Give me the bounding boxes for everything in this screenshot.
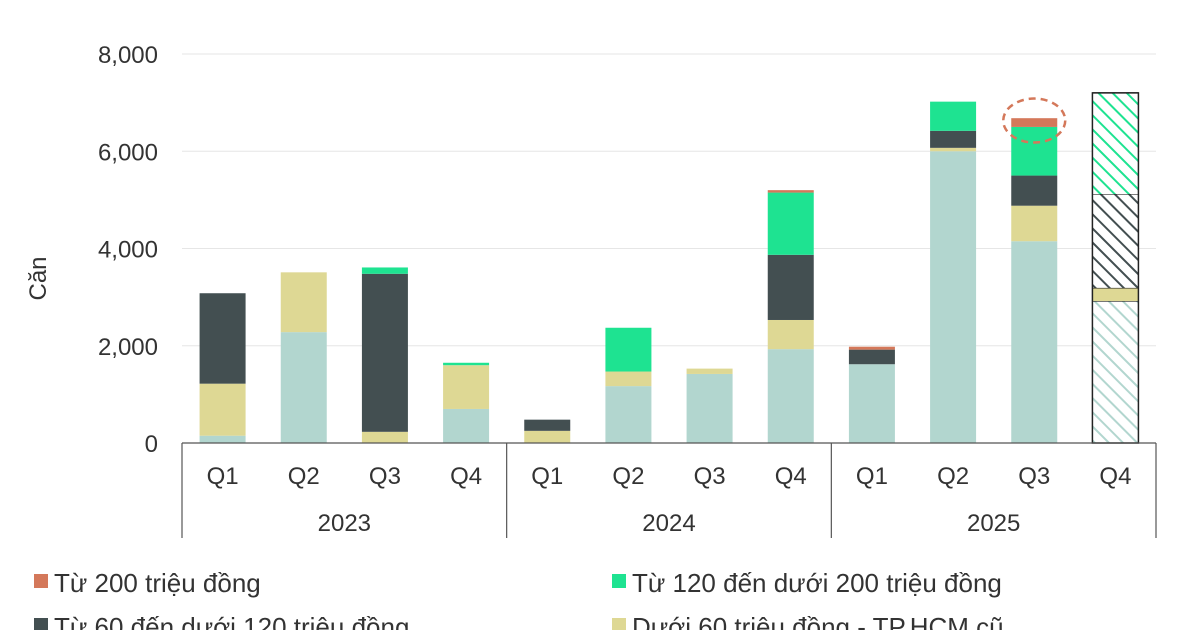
bar-segment (524, 430, 571, 443)
y-axis-title: Căn (25, 256, 52, 300)
bar-segment (686, 368, 733, 374)
y-tick-label: 6,000 (98, 139, 158, 166)
bar-segment (280, 272, 327, 333)
legend-label: Dưới 60 triệu đồng - TP.HCM cũ (632, 612, 1004, 630)
bar-segment (605, 371, 652, 387)
x-category-label: Q3 (1018, 463, 1050, 490)
bar-segment (930, 101, 977, 131)
x-category-label: Q2 (288, 463, 320, 490)
legend-label: Từ 200 triệu đồng (54, 568, 261, 598)
y-tick-label: 2,000 (98, 334, 158, 361)
x-category-label: Q1 (531, 463, 563, 490)
bar-segment (1011, 205, 1058, 242)
bar-segment (524, 419, 571, 431)
legend-label: Từ 60 đến dưới 120 triệu đồng (54, 612, 409, 630)
bar-segment (1092, 287, 1139, 302)
bar-segment (1011, 175, 1058, 206)
bar-segment (199, 293, 246, 384)
x-category-label: Q3 (369, 463, 401, 490)
bar-segment (199, 435, 246, 443)
bar-segment (443, 408, 490, 443)
bar-segment (767, 254, 814, 320)
x-group-label: 2025 (967, 510, 1020, 537)
y-tick-label: 8,000 (98, 42, 158, 69)
x-category-label: Q1 (207, 463, 239, 490)
x-group-label: 2024 (642, 510, 695, 537)
bar-segment (767, 190, 814, 193)
bar-segment (848, 364, 895, 443)
legend-swatch (34, 618, 48, 630)
x-category-label: Q1 (856, 463, 888, 490)
legend-swatch (612, 574, 626, 588)
x-category-label: Q2 (612, 463, 644, 490)
bar-segment (1092, 92, 1139, 195)
bar-segment (1011, 241, 1058, 443)
legend: Từ 200 triệu đồng Từ 120 đến dưới 200 tri… (34, 568, 1004, 630)
x-axis: Q1 Q2 Q3 Q4 2023 Q1 Q2 Q3 Q4 2024 Q1 Q2 Q3 Q4 2025 (181, 442, 1157, 538)
bar-segment (930, 147, 977, 152)
bar-segment (1011, 118, 1058, 127)
bar-segment (1092, 194, 1139, 288)
y-tick-label: 0 (145, 431, 158, 458)
bar-segment (930, 151, 977, 443)
bar-segment (199, 383, 246, 436)
y-axis-ticks: 0 2,000 4,000 6,000 8,000 (98, 42, 158, 458)
gridlines (182, 53, 1156, 347)
bar-segment (767, 319, 814, 350)
bar-segment (361, 267, 408, 274)
bar-segment (848, 346, 895, 350)
bar-segment (767, 192, 814, 255)
x-category-label: Q4 (450, 463, 482, 490)
bar-segment (605, 386, 652, 443)
bar-segment (361, 431, 408, 443)
bar-segment (767, 349, 814, 443)
x-category-label: Q4 (1099, 463, 1131, 490)
x-category-label: Q2 (937, 463, 969, 490)
bar-segment (930, 130, 977, 148)
bar-segment (361, 273, 408, 432)
bar-segment (1011, 126, 1058, 176)
bar-segment (280, 332, 327, 443)
x-category-label: Q3 (694, 463, 726, 490)
highlight-ellipse (1002, 97, 1067, 144)
legend-label: Từ 120 đến dưới 200 triệu đồng (632, 568, 1002, 598)
y-tick-label: 4,000 (98, 237, 158, 264)
bar-segment (605, 327, 652, 372)
annotations (1002, 97, 1067, 144)
legend-swatch (612, 618, 626, 630)
bar-segment (848, 349, 895, 365)
bar-segment (686, 373, 733, 443)
bar-segment (443, 362, 490, 366)
x-group-label: 2023 (318, 510, 371, 537)
bar-segment (1092, 301, 1139, 443)
bar-segment (443, 365, 490, 409)
x-category-label: Q4 (775, 463, 807, 490)
legend-swatch (34, 574, 48, 588)
bars (199, 92, 1140, 444)
